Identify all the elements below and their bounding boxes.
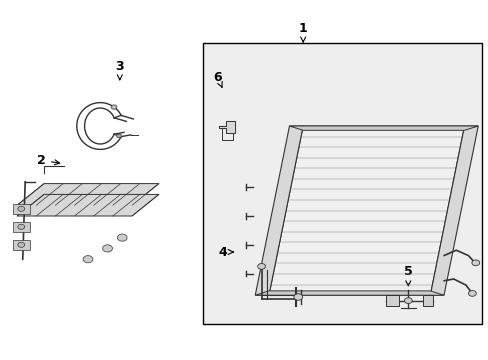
Circle shape <box>257 264 265 269</box>
Circle shape <box>83 256 93 263</box>
Text: 3: 3 <box>115 60 124 80</box>
Polygon shape <box>429 126 477 295</box>
Text: 6: 6 <box>213 71 222 87</box>
Polygon shape <box>13 222 30 232</box>
Polygon shape <box>13 240 30 250</box>
Text: 1: 1 <box>298 22 307 42</box>
Polygon shape <box>255 291 443 295</box>
Polygon shape <box>386 295 398 306</box>
Circle shape <box>471 260 479 266</box>
Circle shape <box>468 291 475 296</box>
Text: 5: 5 <box>403 265 412 286</box>
Circle shape <box>18 206 24 211</box>
Text: 4: 4 <box>218 246 233 258</box>
Circle shape <box>404 298 411 303</box>
Polygon shape <box>219 121 234 133</box>
Circle shape <box>117 234 127 241</box>
Polygon shape <box>289 126 477 130</box>
Polygon shape <box>13 204 30 214</box>
Circle shape <box>117 134 122 138</box>
Circle shape <box>111 105 117 109</box>
Circle shape <box>102 245 112 252</box>
Circle shape <box>293 294 302 300</box>
Bar <box>203 43 481 324</box>
Polygon shape <box>268 126 464 295</box>
Circle shape <box>18 224 24 229</box>
Polygon shape <box>17 184 159 205</box>
Polygon shape <box>17 194 159 216</box>
Text: 2: 2 <box>37 154 60 167</box>
Polygon shape <box>422 295 432 306</box>
Polygon shape <box>255 126 303 295</box>
Circle shape <box>18 242 24 247</box>
